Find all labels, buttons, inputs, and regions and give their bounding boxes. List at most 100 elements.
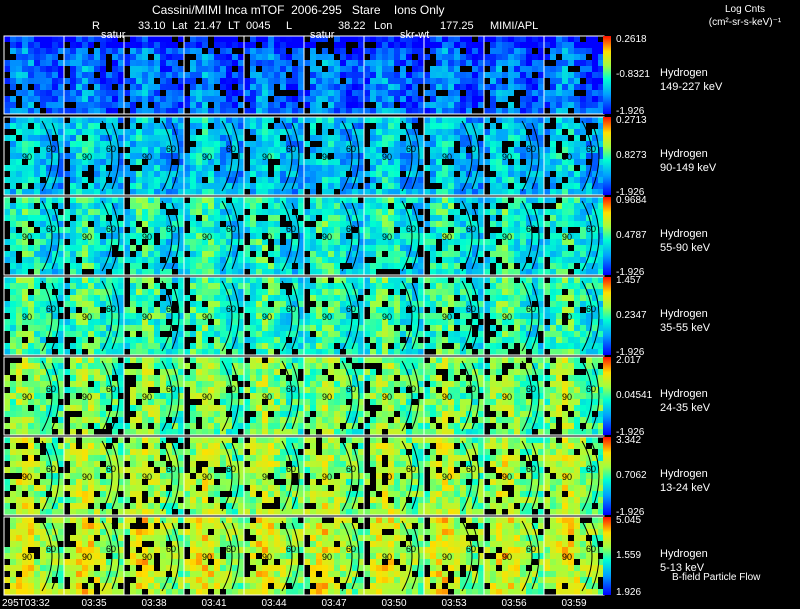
- heatmap-cell: [298, 277, 304, 283]
- heatmap-cell: [256, 369, 262, 375]
- heatmap-cell: [280, 313, 286, 319]
- heatmap-cell: [370, 277, 376, 283]
- heatmap-cell: [142, 117, 148, 123]
- heatmap-cell: [568, 215, 574, 221]
- heatmap-cell: [520, 153, 526, 159]
- heatmap-cell: [484, 36, 490, 42]
- heatmap-cell: [562, 60, 568, 66]
- heatmap-cell: [220, 129, 226, 135]
- heatmap-cell: [406, 189, 412, 195]
- heatmap-cell: [232, 269, 238, 275]
- heatmap-cell: [400, 221, 406, 227]
- heatmap-cell: [334, 78, 340, 84]
- heatmap-cell: [76, 102, 82, 108]
- heatmap-cell: [34, 54, 40, 60]
- heatmap-cell: [250, 183, 256, 189]
- heatmap-cell: [16, 337, 22, 343]
- heatmap-cell: [82, 375, 88, 381]
- heatmap-cell: [388, 283, 394, 289]
- heatmap-cell: [208, 165, 214, 171]
- heatmap-cell: [196, 301, 202, 307]
- heatmap-cell: [292, 375, 298, 381]
- heatmap-cell: [112, 269, 118, 275]
- heatmap-cell: [82, 102, 88, 108]
- heatmap-cell: [412, 90, 418, 96]
- heatmap-cell: [406, 84, 412, 90]
- heatmap-cell: [418, 102, 424, 108]
- heatmap-cell: [10, 48, 16, 54]
- heatmap-cell: [40, 245, 46, 251]
- heatmap-cell: [484, 159, 490, 165]
- heatmap-cell: [250, 153, 256, 159]
- heatmap-cell: [358, 283, 364, 289]
- heatmap-cell: [280, 36, 286, 42]
- heatmap-cell: [340, 331, 346, 337]
- heatmap-cell: [40, 36, 46, 42]
- heatmap-cell: [100, 349, 106, 355]
- heatmap-cell: [406, 343, 412, 349]
- heatmap-cell: [196, 343, 202, 349]
- heatmap-cell: [88, 251, 94, 257]
- heatmap-cell: [448, 257, 454, 263]
- heatmap-cell: [130, 42, 136, 48]
- heatmap-cell: [178, 123, 184, 129]
- heatmap-cell: [598, 135, 604, 141]
- heatmap-cell: [562, 251, 568, 257]
- heatmap-cell: [94, 90, 100, 96]
- heatmap-cell: [346, 203, 352, 209]
- heatmap-cell: [364, 331, 370, 337]
- heatmap-cell: [532, 239, 538, 245]
- heatmap-cell: [154, 215, 160, 221]
- heatmap-cell: [550, 295, 556, 301]
- heatmap-cell: [112, 331, 118, 337]
- heatmap-cell: [262, 147, 268, 153]
- heatmap-cell: [262, 221, 268, 227]
- heatmap-cell: [148, 96, 154, 102]
- heatmap-cell: [520, 343, 526, 349]
- heatmap-cell: [310, 135, 316, 141]
- heatmap-cell: [454, 123, 460, 129]
- heatmap-cell: [448, 66, 454, 72]
- heatmap-cell: [178, 233, 184, 239]
- heatmap-cell: [316, 209, 322, 215]
- heatmap-cell: [388, 221, 394, 227]
- heatmap-cell: [58, 405, 64, 411]
- heatmap-cell: [412, 159, 418, 165]
- heatmap-cell: [172, 48, 178, 54]
- heatmap-cell: [34, 239, 40, 245]
- heatmap-cell: [232, 423, 238, 429]
- heatmap-cell: [226, 313, 232, 319]
- heatmap-cell: [88, 90, 94, 96]
- heatmap-cell: [34, 135, 40, 141]
- heatmap-cell: [154, 177, 160, 183]
- heatmap-cell: [448, 123, 454, 129]
- heatmap-cell: [100, 141, 106, 147]
- heatmap-cell: [94, 343, 100, 349]
- heatmap-cell: [412, 96, 418, 102]
- heatmap-cell: [250, 159, 256, 165]
- heatmap-cell: [472, 165, 478, 171]
- heatmap-cell: [496, 72, 502, 78]
- heatmap-cell: [340, 183, 346, 189]
- heatmap-cell: [592, 171, 598, 177]
- heatmap-cell: [586, 307, 592, 313]
- heatmap-cell: [124, 245, 130, 251]
- heatmap-cell: [130, 117, 136, 123]
- heatmap-cell: [70, 369, 76, 375]
- heatmap-cell: [244, 197, 250, 203]
- heatmap-cell: [130, 183, 136, 189]
- heatmap-cell: [214, 269, 220, 275]
- heatmap-cell: [184, 331, 190, 337]
- heatmap-cell: [142, 96, 148, 102]
- heatmap-cell: [568, 153, 574, 159]
- heatmap-cell: [388, 301, 394, 307]
- heatmap-cell: [280, 363, 286, 369]
- heatmap-cell: [292, 36, 298, 42]
- heatmap-cell: [448, 189, 454, 195]
- heatmap-cell: [484, 263, 490, 269]
- heatmap-cell: [154, 197, 160, 203]
- heatmap-cell: [16, 375, 22, 381]
- heatmap-cell: [562, 102, 568, 108]
- heatmap-cell: [160, 54, 166, 60]
- heatmap-cell: [46, 203, 52, 209]
